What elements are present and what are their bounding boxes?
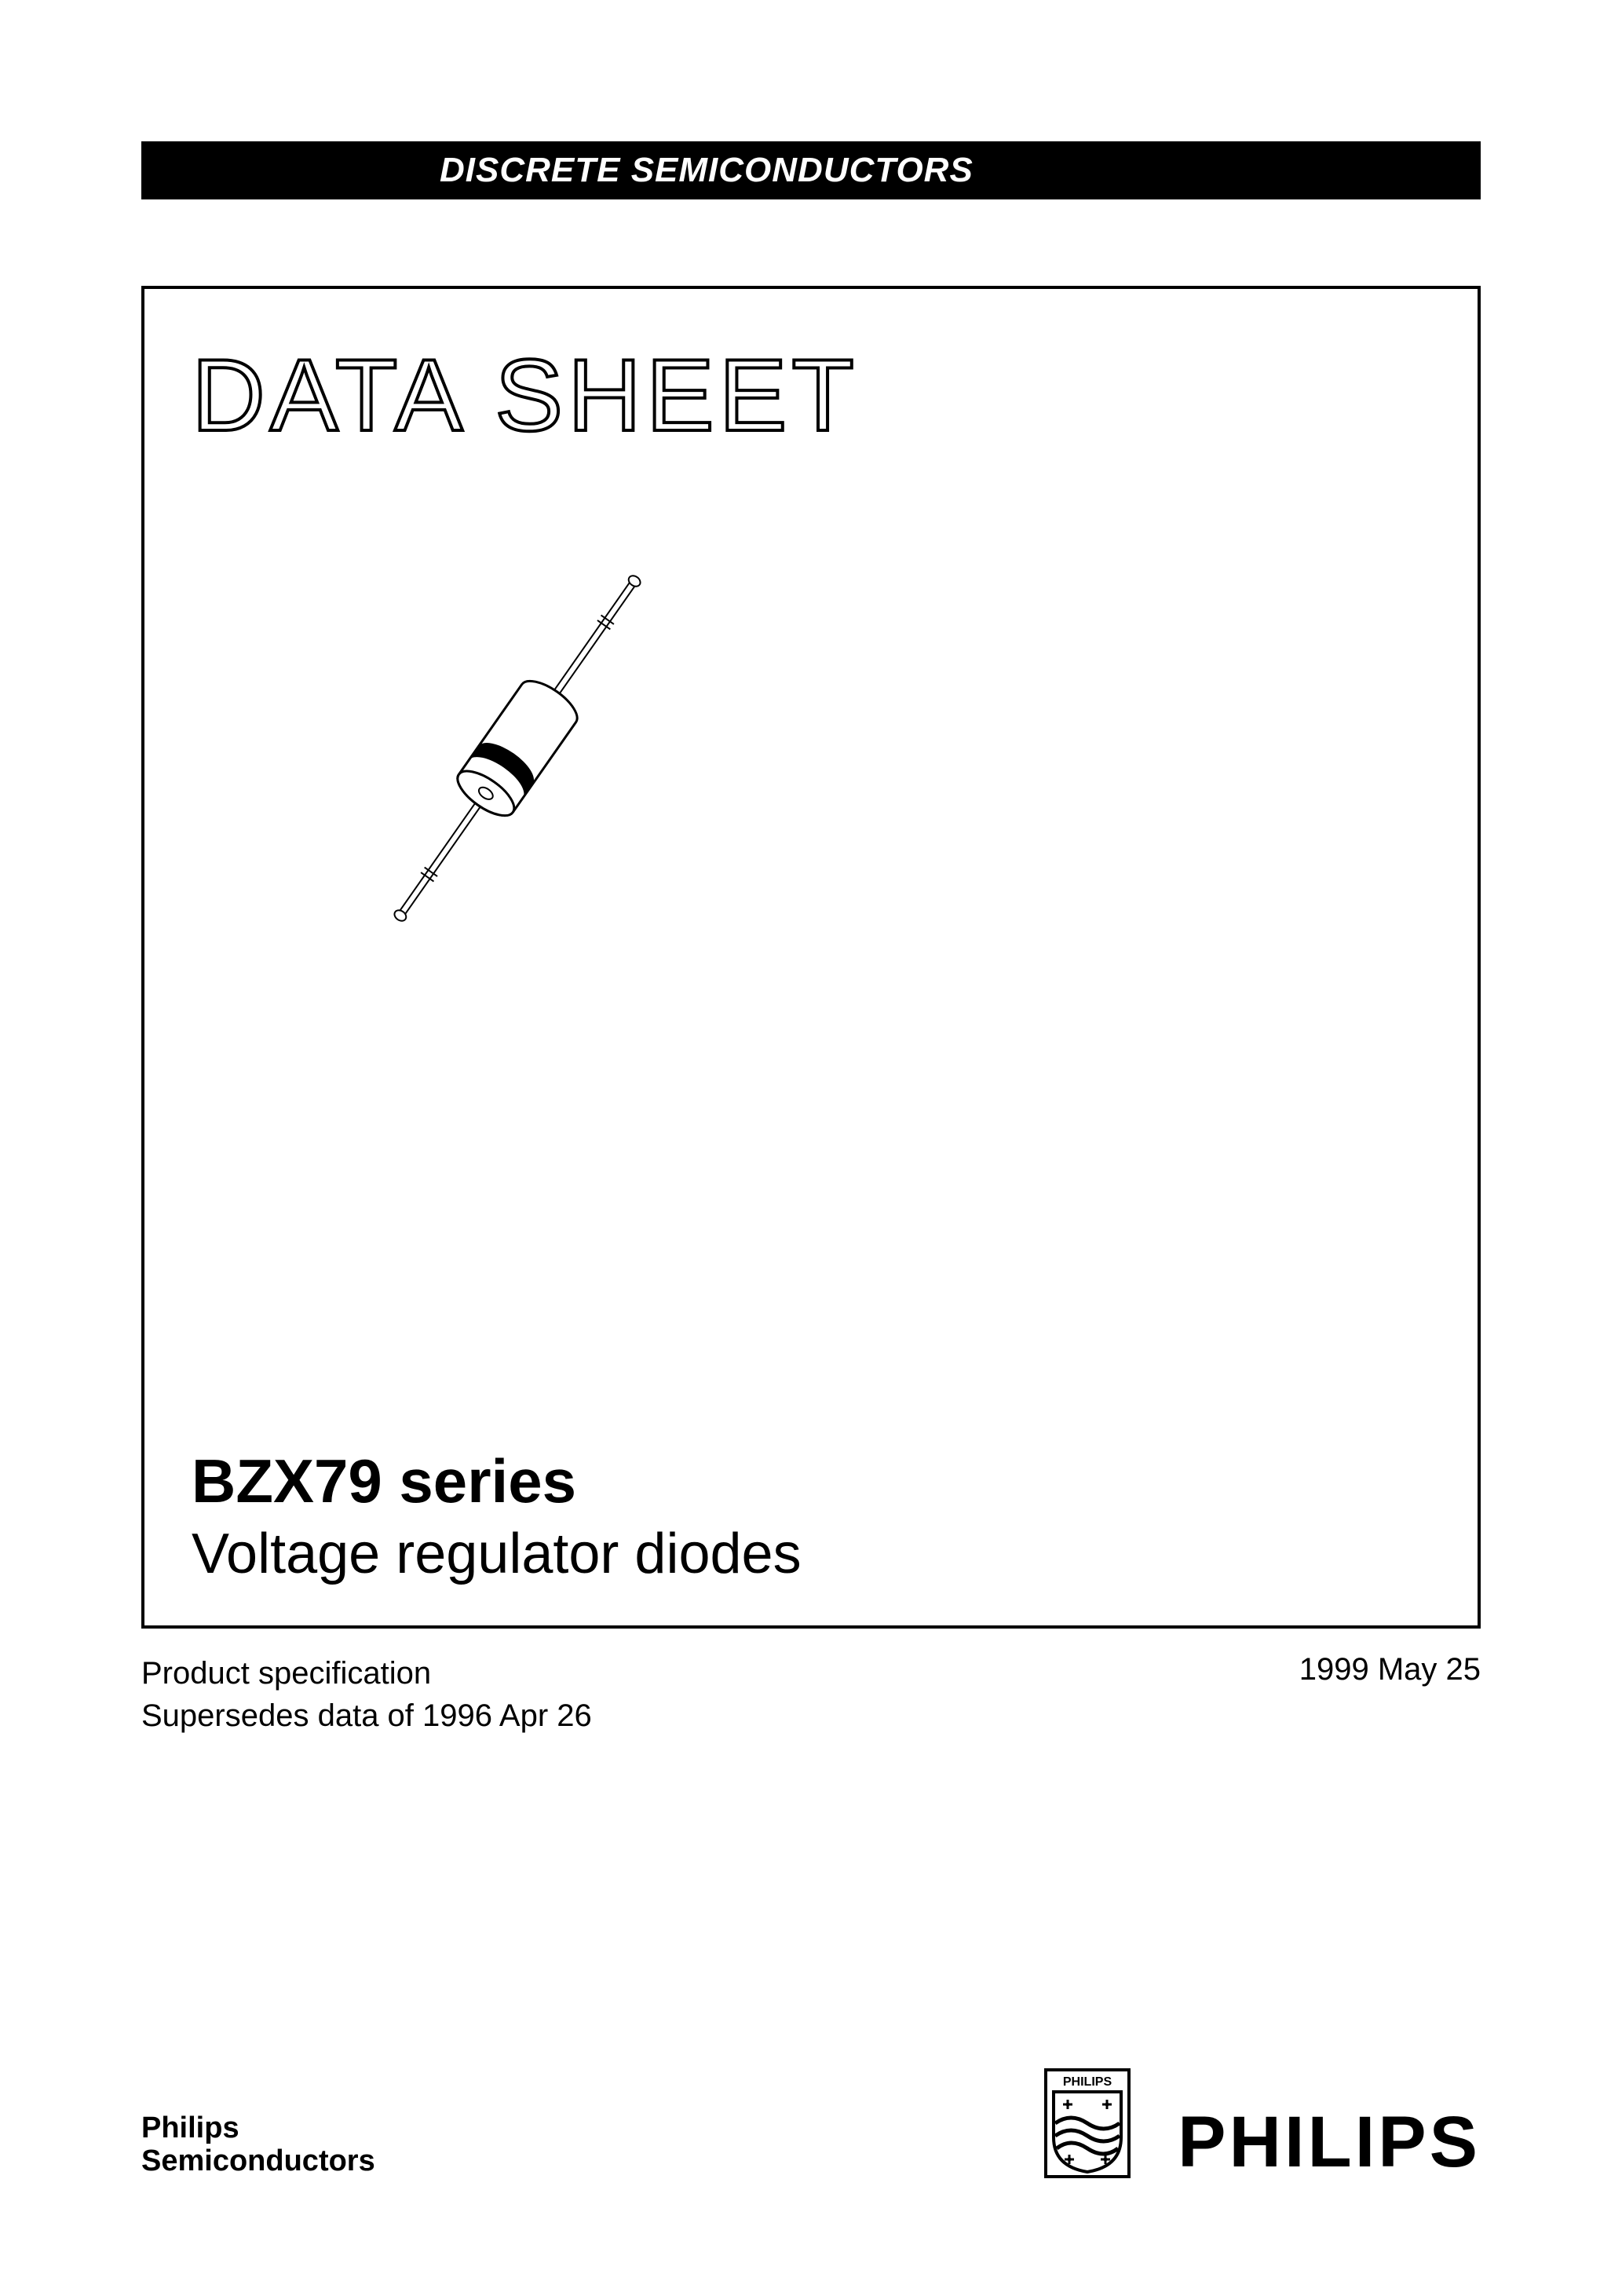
- content-frame: DATA SHEET: [141, 286, 1481, 1629]
- banner-text: DISCRETE SEMICONDUCTORS: [440, 151, 974, 189]
- product-description: Voltage regulator diodes: [192, 1522, 802, 1586]
- footer: Philips Semiconductors PHILIPS: [141, 2068, 1481, 2178]
- diode-figure: [349, 528, 1430, 972]
- spec-meta: Product specification Supersedes data of…: [141, 1652, 1481, 1737]
- footer-right: PHILIPS PHILIPS: [1044, 2068, 1481, 2178]
- product-series: BZX79 series: [192, 1446, 802, 1517]
- footer-brand: Philips Semiconductors: [141, 2112, 375, 2178]
- spec-date: 1999 May 25: [1299, 1652, 1481, 1737]
- datasheet-outline-text: DATA SHEET: [192, 338, 859, 452]
- diode-icon: [349, 528, 686, 968]
- product-block: BZX79 series Voltage regulator diodes: [192, 1446, 802, 1586]
- footer-brand-line2: Semiconductors: [141, 2145, 375, 2178]
- shield-caption: PHILIPS: [1063, 2075, 1112, 2089]
- datasheet-title: DATA SHEET: [192, 336, 1430, 458]
- datasheet-outline-svg: DATA SHEET: [192, 336, 1055, 454]
- category-banner: DISCRETE SEMICONDUCTORS: [141, 141, 1481, 199]
- spec-left: Product specification Supersedes data of…: [141, 1652, 592, 1737]
- philips-shield-icon: PHILIPS: [1044, 2068, 1131, 2178]
- spec-line1: Product specification: [141, 1652, 592, 1695]
- spec-line2: Supersedes data of 1996 Apr 26: [141, 1695, 592, 1737]
- footer-brand-line1: Philips: [141, 2112, 375, 2145]
- page: DISCRETE SEMICONDUCTORS DATA SHEET: [0, 0, 1622, 2296]
- philips-wordmark: PHILIPS: [1178, 2106, 1481, 2178]
